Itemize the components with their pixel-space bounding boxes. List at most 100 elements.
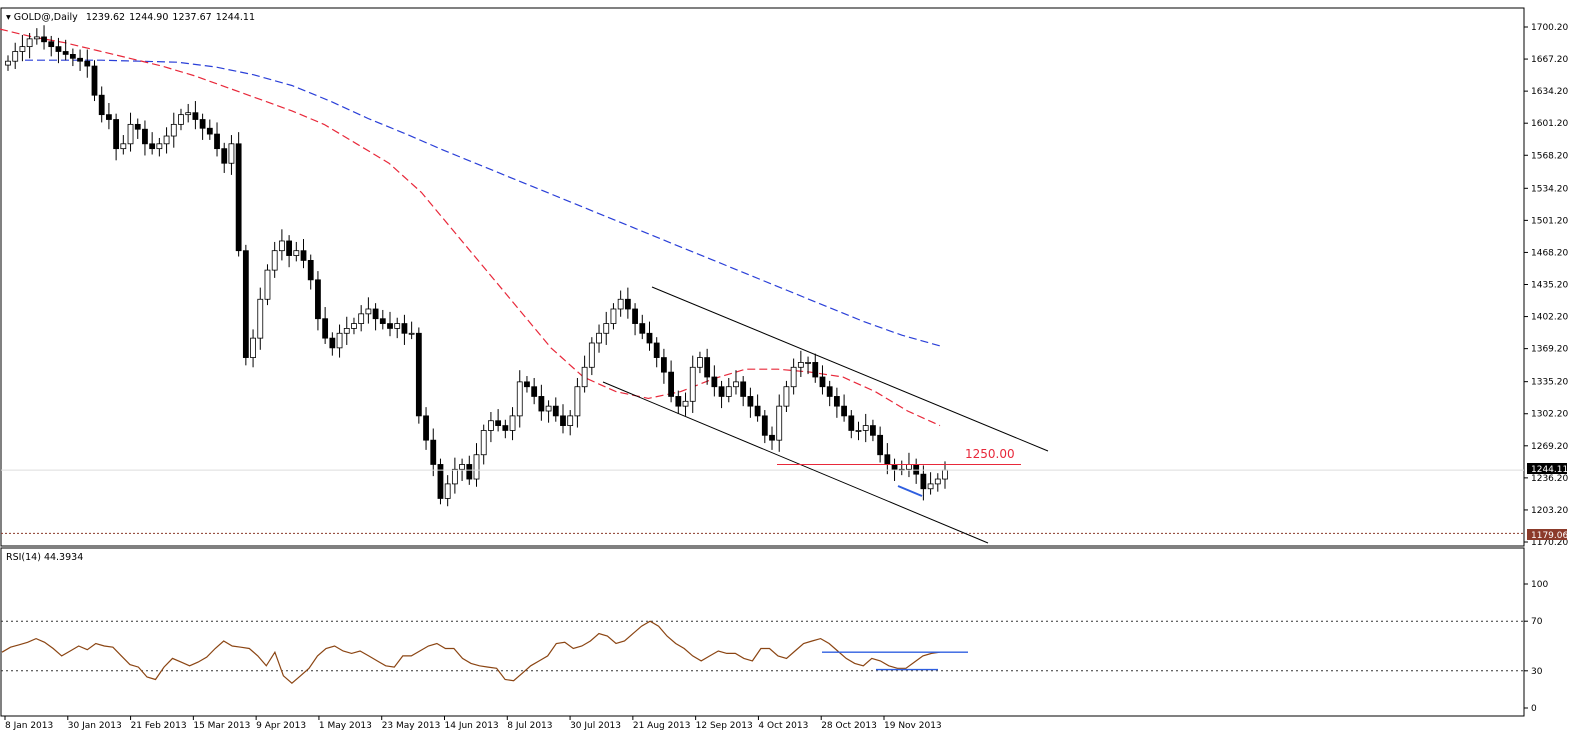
drawings xyxy=(1,286,1524,544)
candle-body xyxy=(33,36,40,40)
header-high: 1244.90 xyxy=(129,12,168,23)
time-tick-label: 15 Mar 2013 xyxy=(193,721,250,731)
candle-body xyxy=(343,328,350,334)
candle-body xyxy=(855,430,862,432)
price-tick-label: 1269.20 xyxy=(1531,442,1568,452)
ma-fast-line xyxy=(0,28,941,427)
candle-body xyxy=(379,318,386,324)
candle-body xyxy=(747,396,754,407)
candle-body xyxy=(689,366,696,402)
candle-body xyxy=(632,308,638,324)
candle-body xyxy=(84,60,91,67)
candle-body xyxy=(242,250,249,358)
moving-averages xyxy=(0,28,941,427)
support-badge-text: 1179.06 xyxy=(1531,531,1568,541)
price-tick-label: 1534.20 xyxy=(1531,184,1568,194)
header-open: 1239.62 xyxy=(86,12,125,23)
candle-body xyxy=(776,405,783,441)
header-close: 1244.11 xyxy=(216,12,255,23)
candle-body xyxy=(221,148,228,164)
price-tick-label: 1302.20 xyxy=(1531,410,1568,420)
time-tick-label: 1 May 2013 xyxy=(319,721,372,731)
candle-body xyxy=(790,366,797,388)
price-tick-label: 1568.20 xyxy=(1531,151,1568,161)
candle-body xyxy=(891,464,898,470)
last-price-badge: 1244.11 xyxy=(1527,463,1568,475)
candle-body xyxy=(163,135,170,145)
price-tick-label: 1369.20 xyxy=(1531,345,1568,355)
candle-body xyxy=(401,323,408,334)
time-tick-label: 30 Jan 2013 xyxy=(68,721,122,731)
candle-body xyxy=(300,250,307,261)
candle-body xyxy=(538,396,545,412)
price-tick-label: 1667.20 xyxy=(1531,55,1568,65)
candle-body xyxy=(531,386,538,397)
candle-body xyxy=(12,51,19,62)
candle-body xyxy=(178,114,184,125)
candle-body xyxy=(913,464,920,475)
candle-body xyxy=(516,381,523,417)
candle-body xyxy=(588,342,595,368)
candle-body xyxy=(394,323,401,329)
time-tick-label: 8 Jul 2013 xyxy=(507,721,552,731)
header-triangle-icon: ▾ xyxy=(6,12,14,23)
candle-body xyxy=(480,430,487,456)
candle-body xyxy=(812,362,819,378)
candle-body xyxy=(430,439,437,465)
candle-body xyxy=(358,313,365,324)
candle-body xyxy=(106,114,112,120)
candle-body xyxy=(149,143,156,150)
price-tick-label: 1435.20 xyxy=(1531,281,1568,291)
time-tick-label: 23 May 2013 xyxy=(382,721,441,731)
candle-body xyxy=(783,386,790,407)
candle-body xyxy=(733,381,739,388)
candle-body xyxy=(228,143,235,164)
time-tick-label: 21 Aug 2013 xyxy=(633,721,691,731)
time-tick-label: 12 Sep 2013 xyxy=(696,721,753,731)
price-blue-trendline xyxy=(897,485,923,497)
candle-body xyxy=(372,308,379,320)
candle-body xyxy=(62,51,69,55)
price-panel xyxy=(0,7,1525,547)
candle-body xyxy=(826,386,833,397)
candle-body xyxy=(437,464,444,499)
candle-body xyxy=(675,396,682,407)
candle-body xyxy=(682,400,689,407)
candle-body xyxy=(617,298,624,310)
candle-body xyxy=(567,415,574,426)
price-tick-label: 1501.20 xyxy=(1531,216,1568,226)
candle-body xyxy=(761,415,768,436)
candle-body xyxy=(552,405,559,417)
candle-body xyxy=(235,143,242,252)
candle-body xyxy=(805,362,811,364)
rsi-panel xyxy=(0,547,1525,717)
candle-body xyxy=(286,240,293,256)
candle-body xyxy=(862,425,869,431)
candles xyxy=(5,25,948,507)
candle-body xyxy=(322,318,329,339)
time-tick-label: 30 Jul 2013 xyxy=(570,721,621,731)
time-tick-label: 4 Oct 2013 xyxy=(758,721,808,731)
candle-body xyxy=(315,279,321,320)
candle-body xyxy=(884,454,891,465)
candle-body xyxy=(48,41,55,48)
candle-body xyxy=(740,381,747,397)
candle-body xyxy=(754,405,761,417)
candle-body xyxy=(77,57,83,62)
candle-body xyxy=(170,123,177,137)
candle-body xyxy=(624,298,631,310)
candle-body xyxy=(271,250,278,271)
candle-body xyxy=(26,38,33,48)
rsi-lines xyxy=(1,620,968,684)
candle-body xyxy=(495,420,502,426)
candle-body xyxy=(98,94,105,116)
candle-body xyxy=(293,250,300,256)
candle-body xyxy=(488,420,494,431)
candle-body xyxy=(408,332,415,335)
candle-body xyxy=(509,415,516,431)
candle-body xyxy=(415,332,422,417)
candle-body xyxy=(502,425,509,431)
candle-body xyxy=(55,46,62,52)
candle-body xyxy=(639,323,646,334)
